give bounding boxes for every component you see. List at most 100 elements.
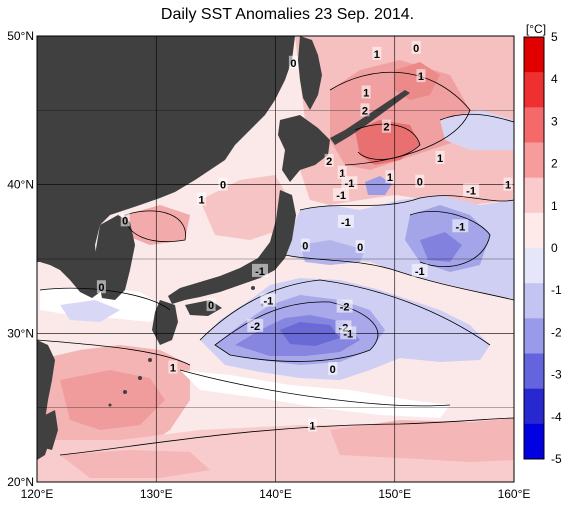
china-coast bbox=[37, 340, 55, 460]
contour-label: 0 bbox=[355, 240, 365, 254]
contour-lines bbox=[37, 71, 514, 456]
contour-label-text: 0 bbox=[413, 43, 419, 55]
contour-label-text: -1 bbox=[345, 178, 355, 190]
latitude-tick-label: 20°N bbox=[7, 475, 34, 489]
colorbar-tick-label: 4 bbox=[551, 72, 558, 86]
contour-label-text: 1 bbox=[199, 195, 205, 207]
longitude-tick-label: 160°E bbox=[498, 487, 531, 501]
contour-label: 1 bbox=[503, 177, 513, 192]
contour-label-text: 1 bbox=[387, 172, 393, 184]
contour-label: 1 bbox=[361, 85, 371, 99]
contour-label-text: -2 bbox=[250, 321, 260, 333]
contour-label-text: 2 bbox=[326, 156, 332, 168]
contour-label-text: 0 bbox=[220, 180, 226, 192]
map-frame bbox=[36, 35, 515, 483]
contour-label: -2 bbox=[336, 299, 353, 314]
contour-label: 1 bbox=[372, 46, 382, 61]
contour-label: 0 bbox=[218, 177, 228, 192]
contour-label-text: -1 bbox=[455, 221, 465, 233]
colorbar-frame bbox=[523, 36, 545, 460]
colorbar-tick-label: -5 bbox=[551, 452, 562, 466]
map-title: Daily SST Anomalies 23 Sep. 2014. bbox=[160, 6, 415, 23]
contour-label-text: -1 bbox=[263, 296, 273, 308]
contour-label-layer: 0101122121-1101-1-1-1-100-1-1-1-2-2-2-10… bbox=[96, 40, 513, 433]
colorbar-tick-label: 2 bbox=[551, 157, 558, 171]
contour-label-text: 0 bbox=[98, 282, 104, 294]
contour-label: -1 bbox=[260, 293, 277, 308]
contour-label: 0 bbox=[120, 213, 130, 227]
contour-label: 2 bbox=[360, 103, 370, 117]
contour-label: 1 bbox=[385, 170, 395, 184]
colorbar-tick-label: 5 bbox=[551, 30, 558, 44]
taiwan-island bbox=[44, 410, 58, 450]
contour-label-text: 1 bbox=[309, 421, 315, 433]
contour-label: -1 bbox=[463, 183, 480, 198]
contour-label-text: 0 bbox=[417, 177, 423, 189]
contour-label-text: 1 bbox=[374, 49, 380, 61]
contour-label: 0 bbox=[96, 280, 106, 294]
sakhalin-island bbox=[298, 36, 322, 110]
contour-label-text: -1 bbox=[466, 186, 476, 198]
grid-lines bbox=[37, 36, 514, 482]
contour-label: 2 bbox=[381, 119, 391, 134]
contour-label-text: 0 bbox=[302, 241, 308, 253]
contour-label: -1 bbox=[452, 219, 469, 233]
contour-label-text: 0 bbox=[330, 364, 336, 376]
contour-label: 1 bbox=[307, 418, 317, 433]
colorbar-tick-label: -3 bbox=[551, 368, 562, 382]
colorbar-tick-label: -1 bbox=[551, 283, 562, 297]
contour-label: -1 bbox=[340, 326, 357, 340]
contour-label-text: 1 bbox=[505, 180, 511, 192]
colorbar-swatches bbox=[524, 37, 544, 460]
latitude-tick-label: 50°N bbox=[7, 29, 34, 43]
contour-label-text: -1 bbox=[415, 266, 425, 278]
contour-label: 0 bbox=[300, 238, 310, 253]
contour-label: 1 bbox=[435, 150, 445, 165]
contour-label: -1 bbox=[337, 214, 354, 229]
colorbar-tick-label: 1 bbox=[551, 199, 558, 213]
contour-label: 1 bbox=[416, 69, 426, 83]
contour-label: 0 bbox=[328, 362, 338, 376]
contour-label: -2 bbox=[247, 318, 264, 333]
colorbar-swatch bbox=[524, 212, 544, 249]
latitude-tick-labels: 20°N 30°N 40°N 50°N bbox=[7, 29, 34, 489]
contour-label-text: 0 bbox=[290, 58, 296, 70]
contour-label: -1 bbox=[333, 188, 350, 202]
colorbar-swatch bbox=[524, 353, 544, 390]
colorbar-tick-label: 3 bbox=[551, 114, 558, 128]
kyushu-island bbox=[152, 300, 178, 345]
latitude-tick-label: 30°N bbox=[7, 326, 34, 340]
contour-label-text: 1 bbox=[418, 71, 424, 83]
longitude-tick-labels: 120°E 130°E 140°E 150°E 160°E bbox=[21, 487, 531, 501]
contour-label-text: 2 bbox=[383, 122, 389, 134]
colorbar-swatch bbox=[524, 107, 544, 143]
contour-label-text: -2 bbox=[340, 302, 350, 314]
contour-label: 0 bbox=[415, 174, 425, 189]
colorbar-swatch bbox=[524, 248, 544, 284]
longitude-tick-label: 120°E bbox=[21, 487, 54, 501]
colorbar-swatch bbox=[524, 318, 544, 354]
contour-label-text: -1 bbox=[343, 328, 353, 340]
colorbar-tick-labels: 5 4 3 2 1 0 -1 -2 -3 -4 -5 bbox=[551, 30, 562, 466]
contour-label: -1 bbox=[411, 263, 428, 278]
contour-label: 0 bbox=[288, 55, 298, 70]
colorbar-swatch bbox=[524, 423, 544, 460]
contour-label-text: 0 bbox=[357, 242, 363, 254]
contour-label-text: 0 bbox=[122, 215, 128, 227]
korean-peninsula bbox=[95, 215, 135, 300]
colorbar-swatch bbox=[524, 37, 544, 73]
longitude-tick-label: 140°E bbox=[259, 487, 292, 501]
colorbar: [°C] 5 4 3 2 1 0 -1 -2 -3 -4 -5 bbox=[523, 22, 562, 466]
colorbar-swatch bbox=[524, 283, 544, 319]
colorbar-unit-label: [°C] bbox=[526, 22, 546, 36]
contour-label: 0 bbox=[206, 298, 216, 312]
contour-label-text: 1 bbox=[363, 87, 369, 99]
colorbar-tick-label: -4 bbox=[551, 410, 562, 424]
colorbar-tick-label: 0 bbox=[551, 241, 558, 255]
contour-label-text: -1 bbox=[341, 217, 351, 229]
contour-label-text: 0 bbox=[208, 300, 214, 312]
contour-label-text: 2 bbox=[362, 105, 368, 117]
contour-label-text: 1 bbox=[170, 363, 176, 375]
asian-continent bbox=[37, 36, 295, 298]
